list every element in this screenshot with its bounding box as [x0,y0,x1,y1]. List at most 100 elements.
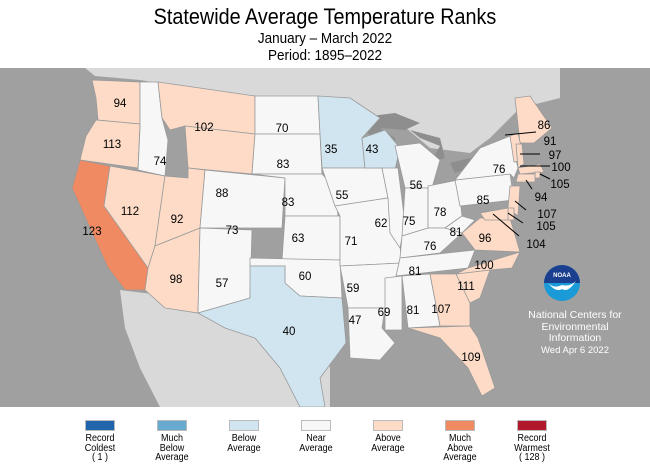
rank-label-or: 113 [103,139,121,151]
legend-label-line: Above [447,442,473,454]
noaa-logo-text: NOAA [553,273,571,279]
rank-label-ut: 92 [171,214,184,226]
rank-label-fl: 109 [461,352,480,364]
map-subtitle: January – March 2022 [257,30,393,47]
state-fl [407,325,496,397]
state-ms [384,275,403,331]
credit-line-1: National Centers for [528,309,622,321]
leader-line-nh [504,131,537,136]
noaa-logo-top [544,265,580,283]
legend-item-below: Below Average [204,420,284,453]
legend-swatch [445,420,475,431]
rank-label-mn: 35 [325,144,338,156]
rank-label-ct: 94 [535,192,548,204]
legend-swatch [301,420,331,431]
leader-line-ct [525,179,533,190]
legend-swatch [157,420,187,431]
rank-label-sd: 83 [277,159,290,171]
rank-label-vt: 97 [549,150,562,162]
state-ga [429,273,471,327]
rank-label-co: 73 [226,225,239,237]
rank-label-ca: 123 [82,226,101,238]
rank-label-nj: 107 [537,209,556,221]
rank-label-wi: 43 [366,144,379,156]
rank-label-ri: 105 [550,179,569,191]
rank-label-wy: 88 [216,188,229,200]
rank-label-md: 104 [526,239,546,251]
legend-label-line: Average [299,442,333,454]
noaa-logo: NOAA [544,265,580,301]
legend-label-line: Average [371,442,405,454]
state-co [199,169,286,229]
state-va [461,217,521,253]
legend-swatch [85,420,115,431]
rank-label-ia: 55 [336,190,349,202]
rank-label-ga: 107 [431,304,450,316]
legend-item-record-warmest: Record Warmest( 128 ) [492,420,572,463]
state-tx [196,265,347,407]
legend-label-line: Above [375,433,401,444]
state-nc [455,251,521,275]
rank-label-me: 86 [538,120,551,132]
credit-line-2: Environmental [541,320,609,333]
rank-label-ma: 100 [551,162,570,174]
state-vt [515,143,525,169]
legend-label-line: Average [443,452,477,463]
legend-label-line: Average [155,452,189,463]
legend-item-much-above: Much Above Average [420,420,500,463]
map-title: Statewide Average Temperature Ranks [153,4,497,29]
rank-label-sc: 111 [457,281,474,293]
rank-label-az: 98 [170,274,183,286]
rank-label-tx: 40 [283,326,296,338]
rank-label-mi: 56 [410,180,423,192]
rank-label-in: 75 [403,216,416,228]
rank-labels: 94 113 123 74 112 102 88 92 98 73 57 70 83 83 63 60 40 35… [82,98,570,364]
legend-swatch [517,420,547,431]
legend-label-line: Near [306,433,326,444]
ncei-credit: National Centers for Environmental Infor… [505,309,645,356]
legend-label-line: Record [85,433,115,444]
state-or [79,119,141,169]
state-me [514,95,553,144]
rank-label-il: 62 [375,218,388,230]
credit-date: Wed Apr 6 2022 [541,344,609,356]
legend-label-line: Much [160,433,183,444]
leader-line-nj [514,200,527,211]
legend-label-line: Record [517,433,547,444]
legend-label-line: Below [231,433,257,444]
rank-label-tn: 81 [409,266,422,278]
rank-label-nh: 91 [544,136,557,148]
rank-label-oh: 78 [434,207,447,219]
state-wv [444,215,476,234]
state-ri [534,171,541,179]
rank-label-ky: 76 [424,241,437,253]
state-ct [515,173,536,183]
rank-label-wa: 94 [114,98,127,110]
title-block: Statewide Average Temperature Ranks Janu… [0,0,650,64]
legend-label-line: Warmest [514,442,550,454]
legend: Record Coldest( 1 ) Much Below Average Below A… [0,420,650,475]
legend-swatch [373,420,403,431]
credit-line-3: Information [548,332,602,344]
rank-label-pa: 85 [477,195,490,207]
rank-label-la: 47 [349,315,362,327]
rank-label-ne: 83 [282,197,295,209]
legend-label-line: Much [448,433,471,444]
rank-label-va: 96 [479,233,492,245]
legend-item-much-below: Much Below Average [132,420,212,463]
state-mi [394,142,441,189]
rank-label-ar: 59 [347,283,360,295]
rank-label-wv: 81 [450,227,463,239]
rank-label-de: 105 [536,221,555,233]
map-period: Period: 1895–2022 [267,47,383,64]
leader-lines [492,131,551,237]
rank-label-ks: 63 [292,233,305,245]
states-layer [71,79,553,407]
leader-line-de [507,212,524,224]
rank-label-id: 74 [154,156,167,168]
legend-label-line: ( 128 ) [518,452,546,463]
legend-label-line: Below [159,442,185,454]
rank-label-nm: 57 [216,278,229,290]
noaa-gull-icon [548,281,576,291]
rank-label-ny: 76 [493,164,506,176]
